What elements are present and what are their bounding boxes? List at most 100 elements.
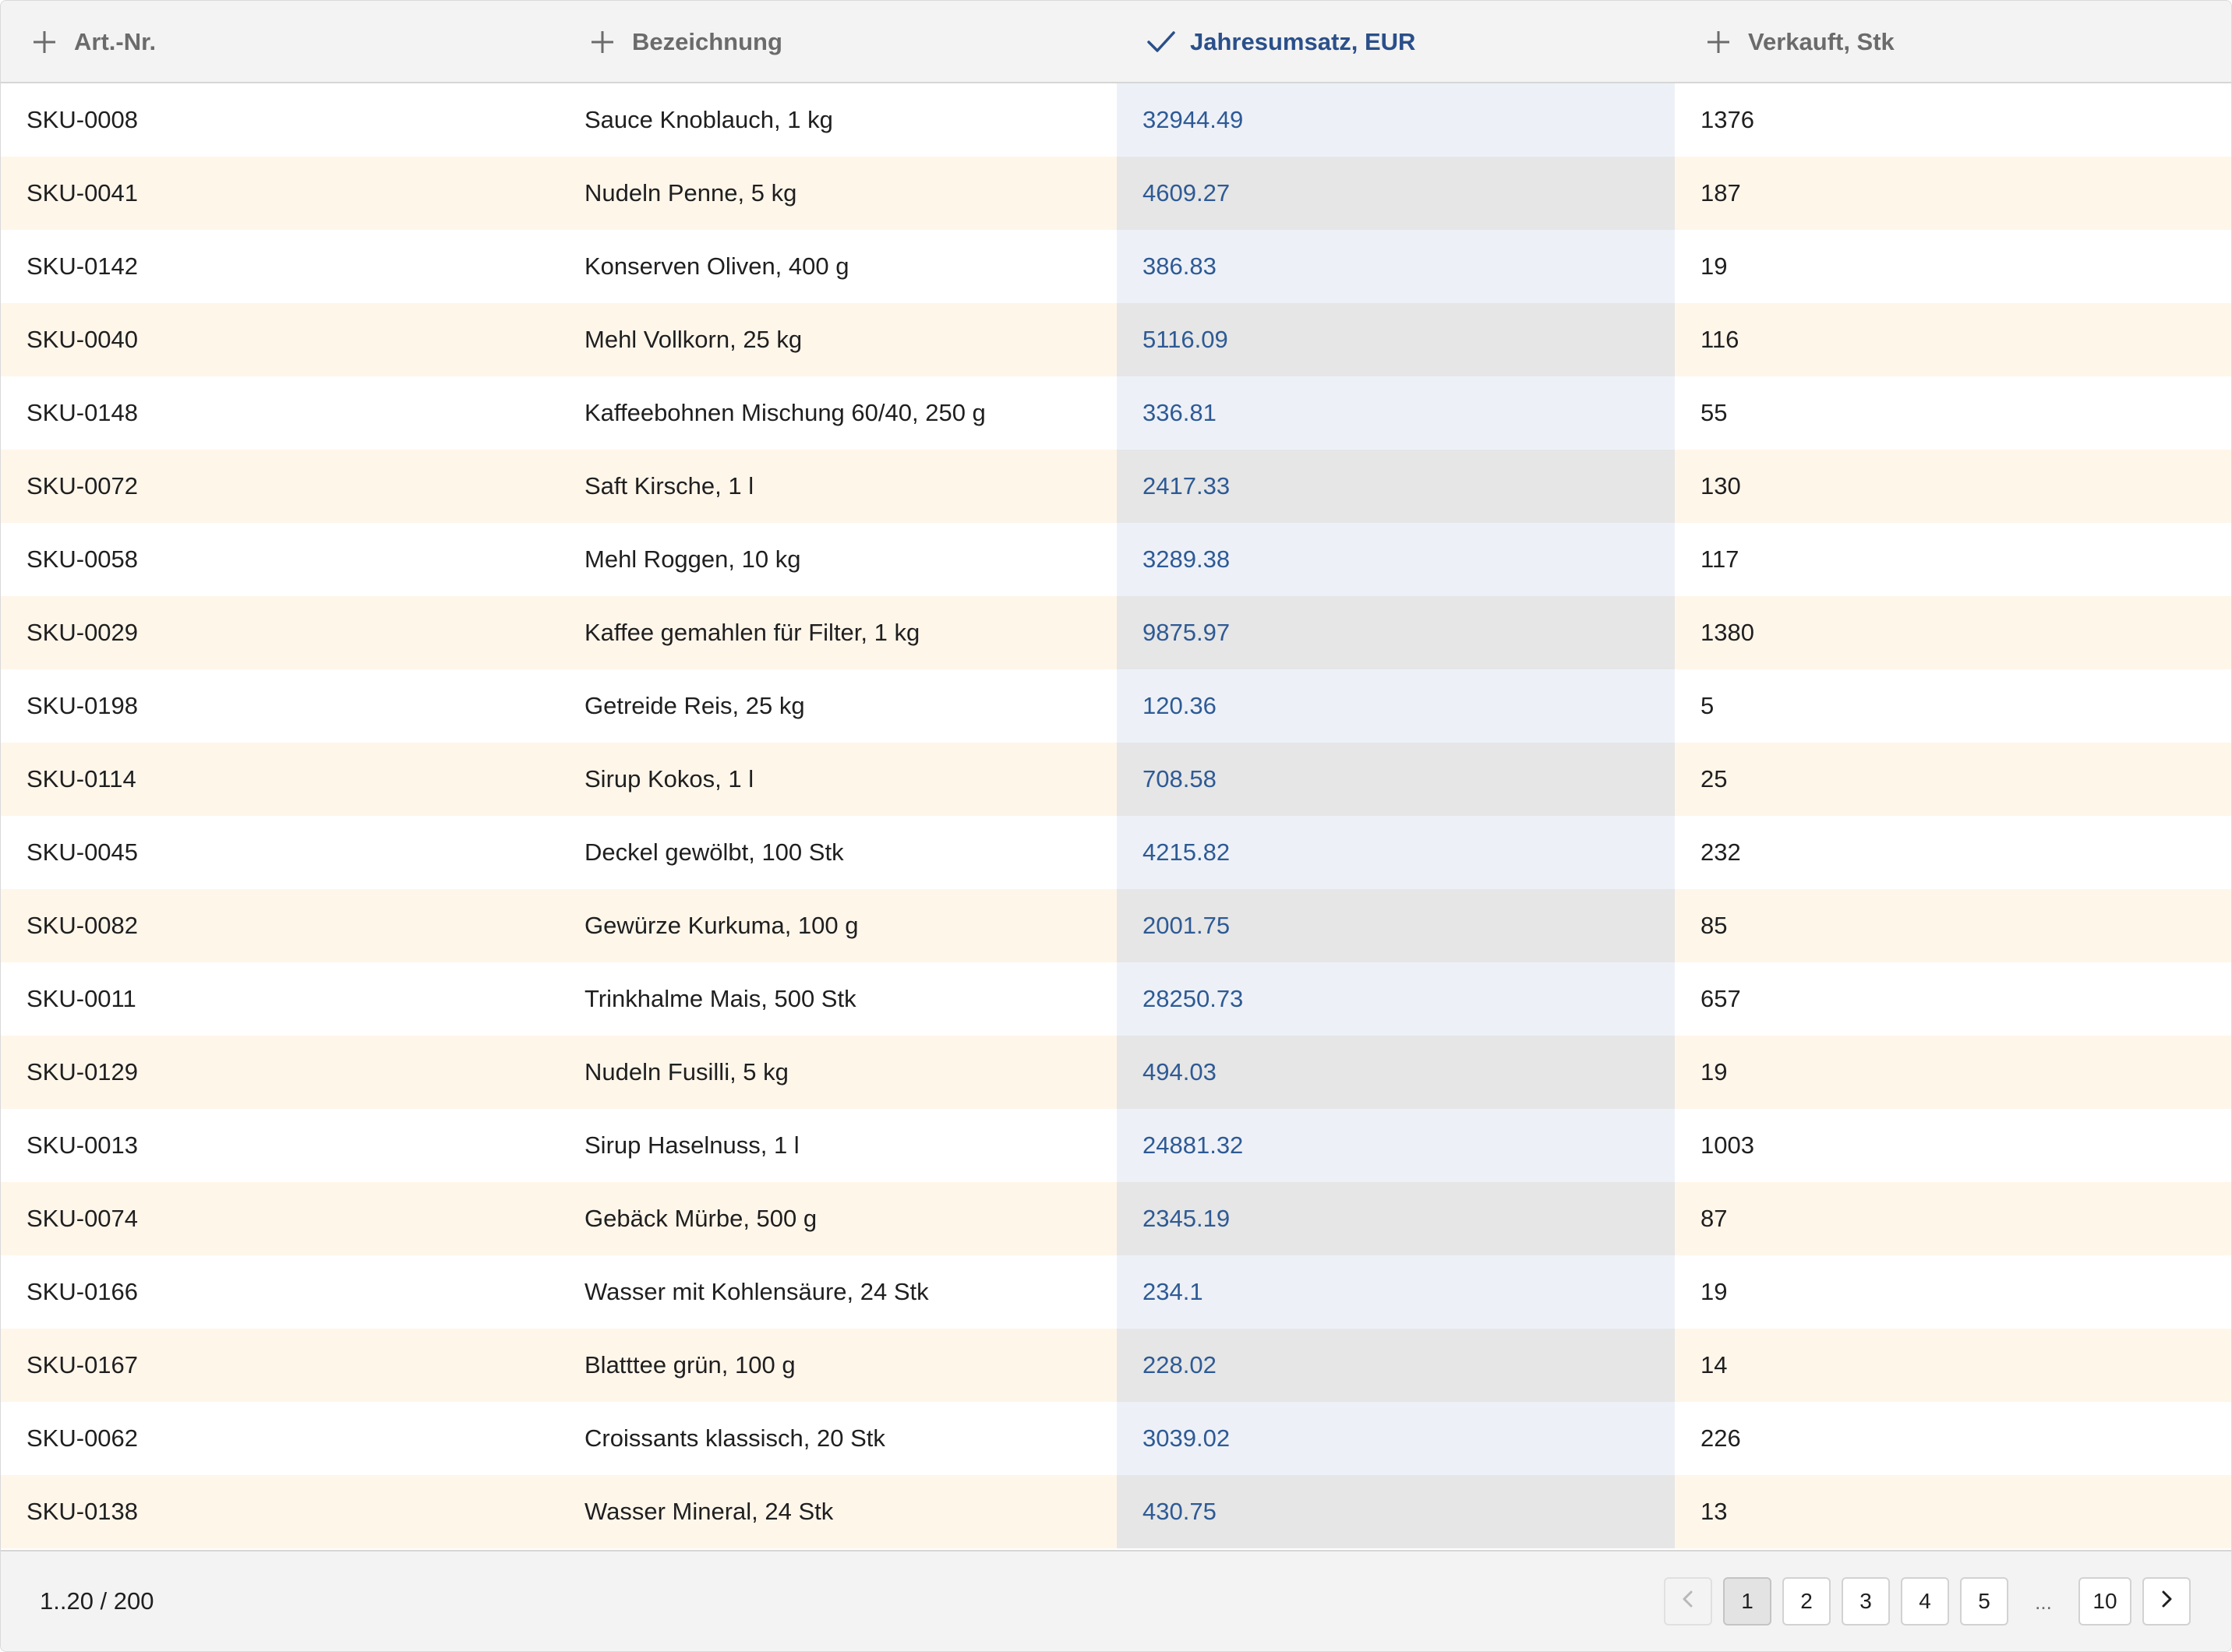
column-header-label: Bezeichnung xyxy=(632,28,782,55)
table-row[interactable]: SKU-0011 Trinkhalme Mais, 500 Stk 28250.73… xyxy=(1,962,2231,1036)
table-row[interactable]: SKU-0045 Deckel gewölbt, 100 Stk 4215.82 23… xyxy=(1,816,2231,889)
next-page-button[interactable] xyxy=(2142,1577,2191,1626)
cell-art-nr: SKU-0045 xyxy=(26,838,139,866)
cell-verkauft: 187 xyxy=(1700,179,1741,206)
cell-art-nr: SKU-0114 xyxy=(26,765,136,792)
page-button-3[interactable]: 3 xyxy=(1842,1577,1890,1626)
cell-art-nr: SKU-0041 xyxy=(26,179,139,206)
cell-art-nr: SKU-0198 xyxy=(26,692,139,719)
cell-art-nr: SKU-0062 xyxy=(26,1424,139,1452)
cell-bezeichnung: Sirup Kokos, 1 l xyxy=(584,765,754,792)
cell-art-nr: SKU-0082 xyxy=(26,912,139,939)
table-row[interactable]: SKU-0072 Saft Kirsche, 1 l 2417.33 130 xyxy=(1,450,2231,523)
cell-art-nr: SKU-0129 xyxy=(26,1058,139,1085)
page-button-1[interactable]: 1 xyxy=(1723,1577,1771,1626)
table-row[interactable]: SKU-0167 Blatttee grün, 100 g 228.02 14 xyxy=(1,1329,2231,1402)
cell-art-nr: SKU-0008 xyxy=(26,106,139,133)
cell-art-nr: SKU-0074 xyxy=(26,1205,139,1232)
page-button-4[interactable]: 4 xyxy=(1901,1577,1949,1626)
table-row[interactable]: SKU-0198 Getreide Reis, 25 kg 120.36 5 xyxy=(1,669,2231,743)
cell-jahresumsatz: 386.83 xyxy=(1117,230,1675,303)
table-row[interactable]: SKU-0138 Wasser Mineral, 24 Stk 430.75 13 xyxy=(1,1475,2231,1548)
pagination: 1 2 3 4 5 ... 10 xyxy=(1653,1576,2191,1626)
cell-verkauft: 130 xyxy=(1700,472,1741,499)
cell-bezeichnung: Gewürze Kurkuma, 100 g xyxy=(584,912,859,939)
cell-jahresumsatz: 234.1 xyxy=(1117,1255,1675,1329)
table-row[interactable]: SKU-0142 Konserven Oliven, 400 g 386.83 19 xyxy=(1,230,2231,303)
cell-verkauft: 226 xyxy=(1700,1424,1741,1452)
cell-bezeichnung: Gebäck Mürbe, 500 g xyxy=(584,1205,818,1232)
table-row[interactable]: SKU-0148 Kaffeebohnen Mischung 60/40, 250… xyxy=(1,376,2231,450)
page-button-5[interactable]: 5 xyxy=(1960,1577,2008,1626)
plus-icon[interactable] xyxy=(30,28,58,56)
cell-verkauft: 1003 xyxy=(1700,1131,1754,1159)
prev-page-button[interactable] xyxy=(1664,1577,1712,1626)
grid-header: Art.-Nr. Bezeichnung Jahresumsatz, EUR V… xyxy=(1,1,2231,83)
table-row[interactable]: SKU-0008 Sauce Knoblauch, 1 kg 32944.49 137… xyxy=(1,83,2231,157)
cell-bezeichnung: Getreide Reis, 25 kg xyxy=(584,692,805,719)
grid-footer: 1..20 / 200 1 2 3 4 5 ... 10 xyxy=(1,1550,2231,1651)
cell-bezeichnung: Mehl Roggen, 10 kg xyxy=(584,545,801,573)
table-row[interactable]: SKU-0074 Gebäck Mürbe, 500 g 2345.19 87 xyxy=(1,1182,2231,1255)
column-header-label: Art.-Nr. xyxy=(74,28,157,55)
cell-verkauft: 19 xyxy=(1700,1278,1728,1305)
cell-jahresumsatz: 120.36 xyxy=(1117,669,1675,743)
column-header-jahresumsatz[interactable]: Jahresumsatz, EUR xyxy=(1117,1,1675,83)
table-row[interactable]: SKU-0058 Mehl Roggen, 10 kg 3289.38 117 xyxy=(1,523,2231,596)
table-row[interactable]: SKU-0166 Wasser mit Kohlensäure, 24 Stk 23… xyxy=(1,1255,2231,1329)
table-row[interactable]: SKU-0041 Nudeln Penne, 5 kg 4609.27 187 xyxy=(1,157,2231,230)
cell-jahresumsatz: 9875.97 xyxy=(1117,596,1675,669)
cell-verkauft: 55 xyxy=(1700,399,1728,426)
cell-art-nr: SKU-0072 xyxy=(26,472,139,499)
cell-jahresumsatz: 5116.09 xyxy=(1117,303,1675,376)
page-button-2[interactable]: 2 xyxy=(1782,1577,1831,1626)
cell-art-nr: SKU-0040 xyxy=(26,326,139,353)
cell-bezeichnung: Wasser Mineral, 24 Stk xyxy=(584,1498,834,1525)
cell-art-nr: SKU-0166 xyxy=(26,1278,139,1305)
cell-art-nr: SKU-0058 xyxy=(26,545,139,573)
column-header-label: Verkauft, Stk xyxy=(1748,28,1895,55)
cell-bezeichnung: Mehl Vollkorn, 25 kg xyxy=(584,326,803,353)
cell-jahresumsatz: 4215.82 xyxy=(1117,816,1675,889)
cell-verkauft: 25 xyxy=(1700,765,1728,792)
table-row[interactable]: SKU-0029 Kaffee gemahlen für Filter, 1 kg… xyxy=(1,596,2231,669)
cell-verkauft: 1380 xyxy=(1700,619,1754,646)
cell-jahresumsatz: 430.75 xyxy=(1117,1475,1675,1548)
table-row[interactable]: SKU-0114 Sirup Kokos, 1 l 708.58 25 xyxy=(1,743,2231,816)
table-row[interactable]: SKU-0082 Gewürze Kurkuma, 100 g 2001.75 85 xyxy=(1,889,2231,962)
cell-art-nr: SKU-0167 xyxy=(26,1351,139,1378)
cell-bezeichnung: Saft Kirsche, 1 l xyxy=(584,472,754,499)
column-header-verkauft[interactable]: Verkauft, Stk xyxy=(1675,1,2231,83)
plus-icon[interactable] xyxy=(588,28,616,56)
cell-bezeichnung: Konserven Oliven, 400 g xyxy=(584,252,849,280)
chevron-right-icon xyxy=(2159,1589,2174,1614)
cell-bezeichnung: Blatttee grün, 100 g xyxy=(584,1351,796,1378)
cell-bezeichnung: Croissants klassisch, 20 Stk xyxy=(584,1424,885,1452)
cell-bezeichnung: Kaffee gemahlen für Filter, 1 kg xyxy=(584,619,920,646)
cell-art-nr: SKU-0011 xyxy=(26,985,136,1012)
table-row[interactable]: SKU-0013 Sirup Haselnuss, 1 l 24881.32 1003 xyxy=(1,1109,2231,1182)
column-header-bezeichnung[interactable]: Bezeichnung xyxy=(559,1,1117,83)
page-button-last[interactable]: 10 xyxy=(2078,1577,2131,1626)
cell-verkauft: 14 xyxy=(1700,1351,1728,1378)
cell-jahresumsatz: 3289.38 xyxy=(1117,523,1675,596)
cell-verkauft: 116 xyxy=(1700,326,1739,353)
cell-verkauft: 117 xyxy=(1700,545,1739,573)
cell-art-nr: SKU-0138 xyxy=(26,1498,139,1525)
cell-art-nr: SKU-0013 xyxy=(26,1131,139,1159)
cell-jahresumsatz: 24881.32 xyxy=(1117,1109,1675,1182)
cell-bezeichnung: Trinkhalme Mais, 500 Stk xyxy=(584,985,856,1012)
cell-verkauft: 13 xyxy=(1700,1498,1728,1525)
column-header-art-nr[interactable]: Art.-Nr. xyxy=(1,1,559,83)
cell-jahresumsatz: 2001.75 xyxy=(1117,889,1675,962)
table-row[interactable]: SKU-0040 Mehl Vollkorn, 25 kg 5116.09 116 xyxy=(1,303,2231,376)
cell-bezeichnung: Deckel gewölbt, 100 Stk xyxy=(584,838,844,866)
plus-icon[interactable] xyxy=(1704,28,1732,56)
table-row[interactable]: SKU-0062 Croissants klassisch, 20 Stk 3039… xyxy=(1,1402,2231,1475)
cell-jahresumsatz: 336.81 xyxy=(1117,376,1675,450)
table-row[interactable]: SKU-0129 Nudeln Fusilli, 5 kg 494.03 19 xyxy=(1,1036,2231,1109)
checkmark-icon[interactable] xyxy=(1146,28,1175,56)
cell-verkauft: 87 xyxy=(1700,1205,1728,1232)
cell-art-nr: SKU-0029 xyxy=(26,619,139,646)
